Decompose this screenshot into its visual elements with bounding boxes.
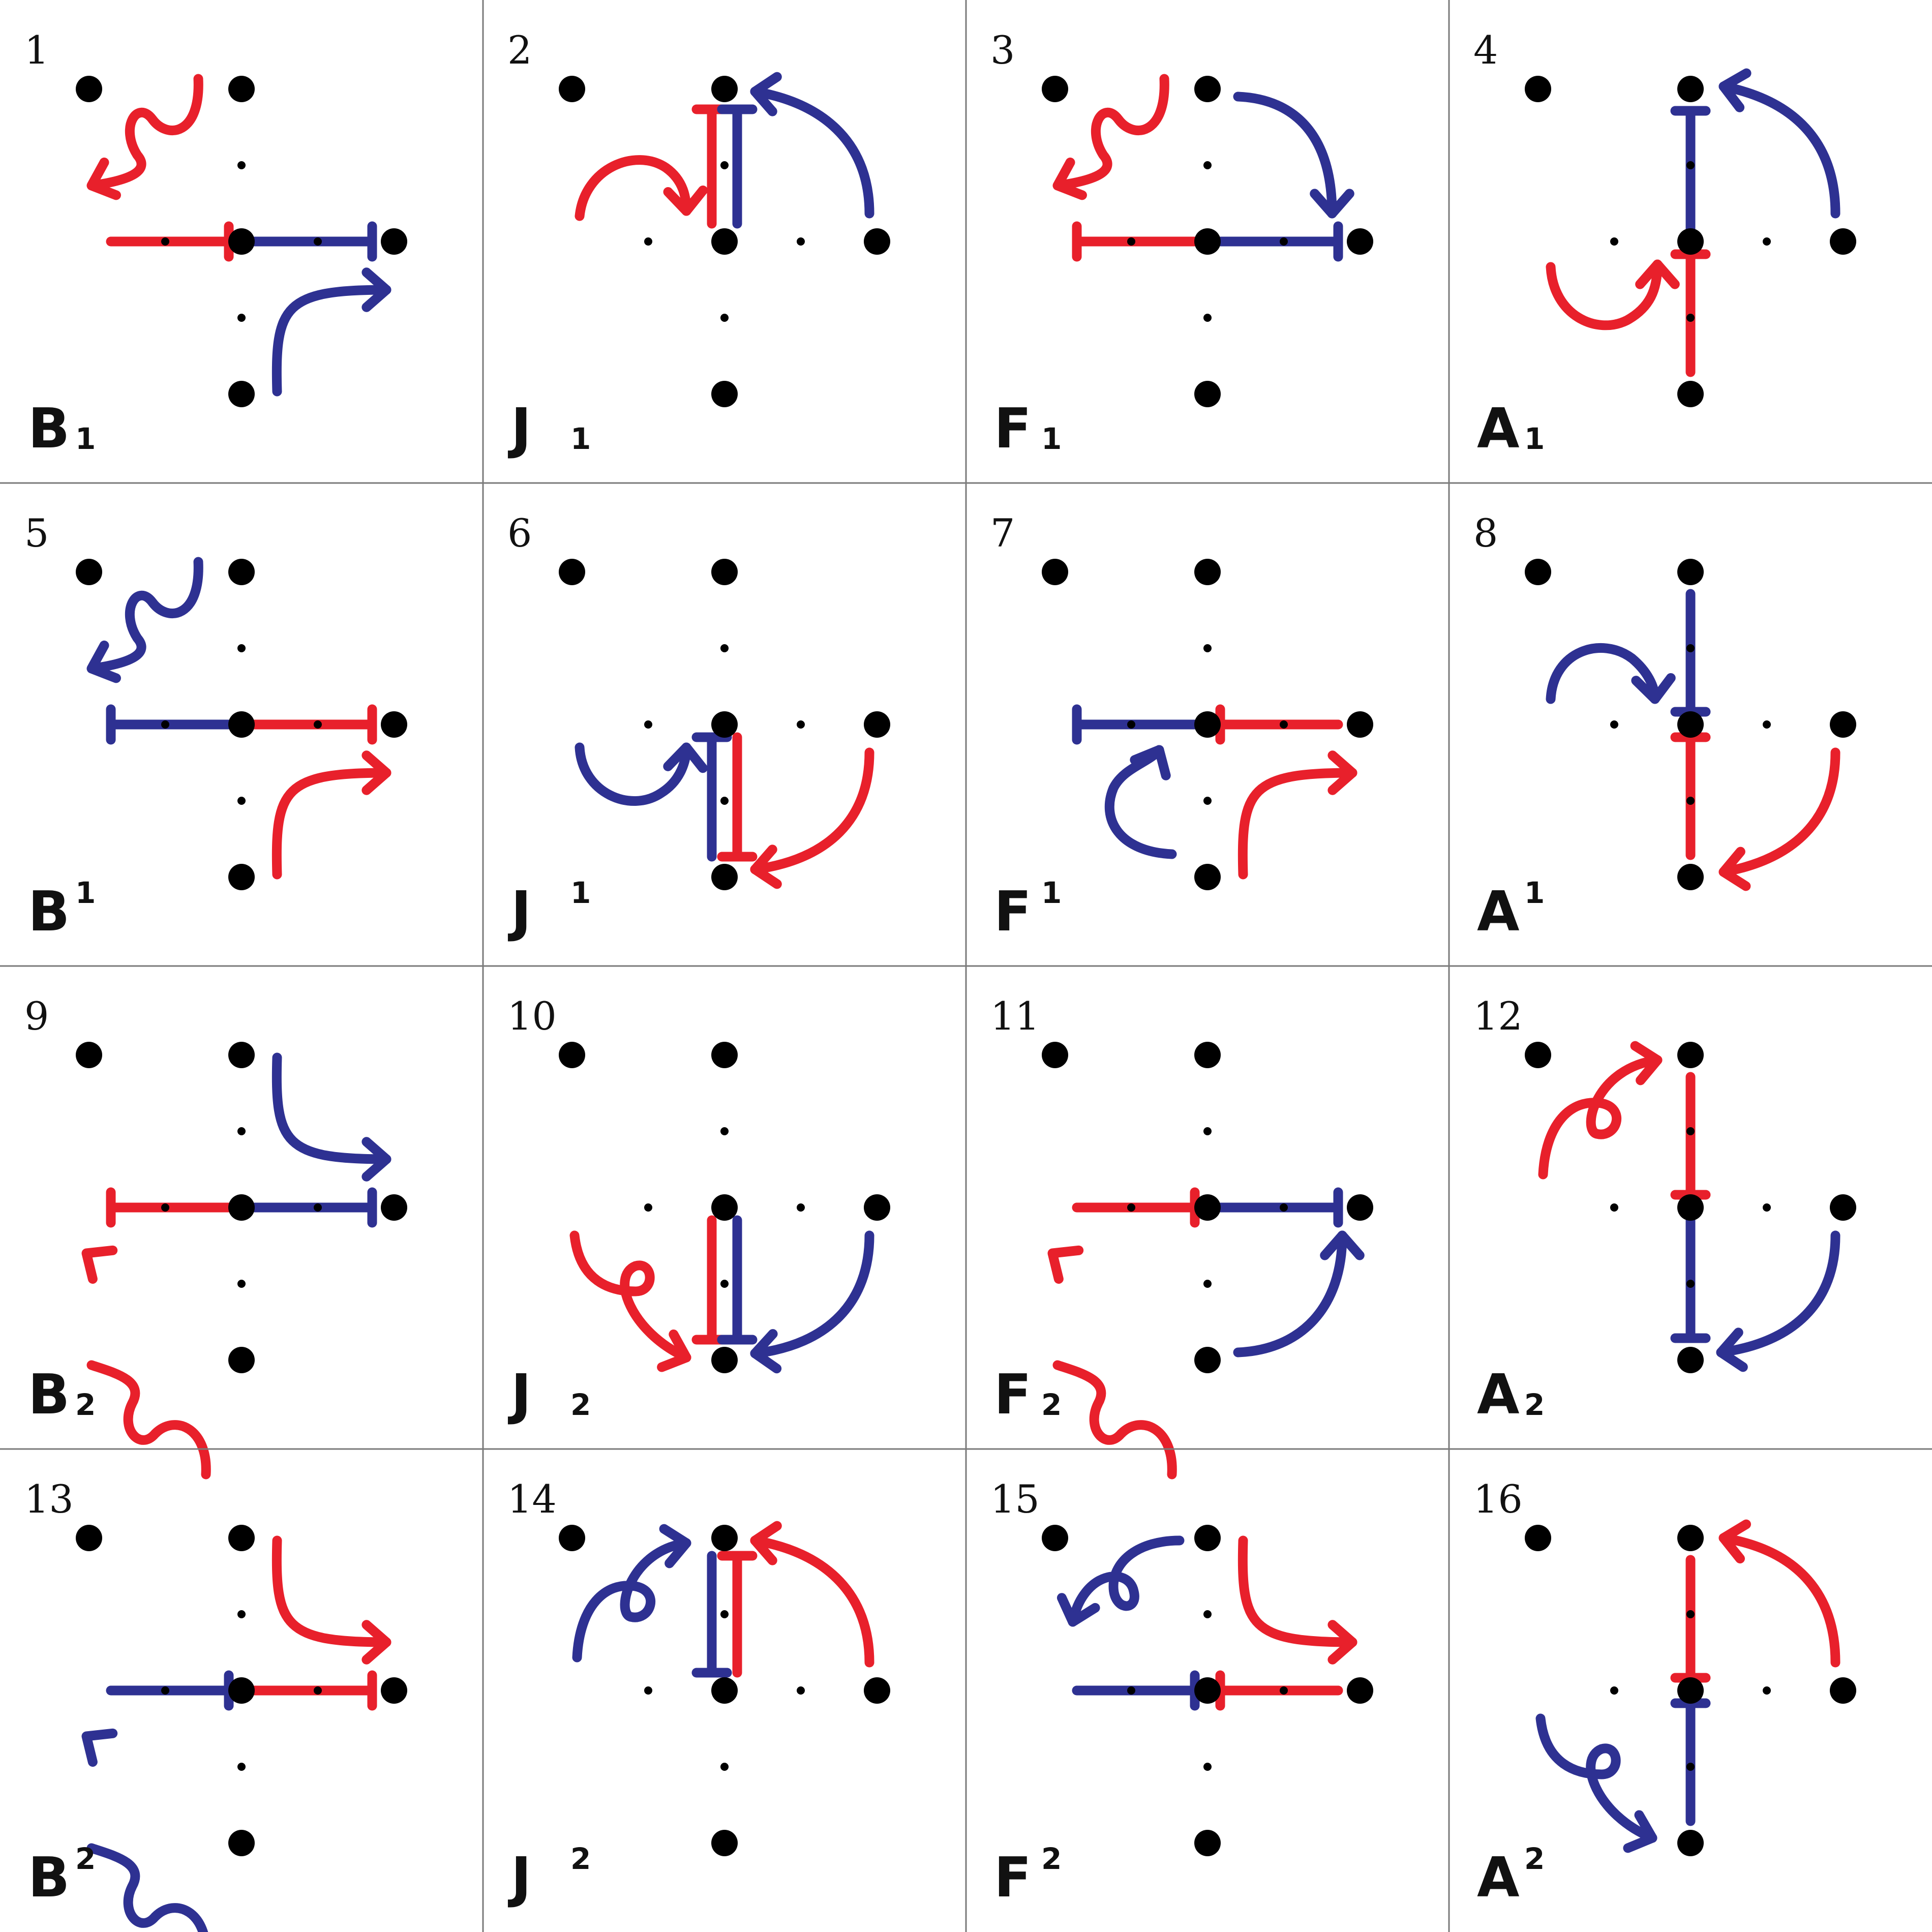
node-dots xyxy=(559,1042,890,1373)
glyph-superscript: 1 xyxy=(570,876,591,910)
panel-number: 8 xyxy=(1473,510,1498,556)
glyph-label: F xyxy=(994,1363,1032,1427)
glyph-subscript: 2 xyxy=(570,1387,591,1422)
panel-number: 13 xyxy=(24,1476,74,1522)
glyph-superscript: 2 xyxy=(1041,1842,1062,1876)
glyph-label: A xyxy=(1477,880,1520,944)
panel-number: 7 xyxy=(990,510,1015,556)
panel-number: 6 xyxy=(507,510,532,556)
glyph-subscript: 2 xyxy=(1524,1387,1545,1422)
glyph-superscript: 2 xyxy=(1524,1842,1545,1876)
glyph-label: J xyxy=(507,1846,531,1910)
panel-number: 14 xyxy=(507,1476,557,1522)
panel-number: 11 xyxy=(990,993,1040,1039)
glyph-label: B xyxy=(28,1363,70,1427)
glyph-label: B xyxy=(28,1846,70,1910)
panel-6: 6 J 1 xyxy=(507,510,890,944)
panel-2: 2 J 1 xyxy=(507,27,890,461)
node-dots xyxy=(559,76,890,407)
glyph-11-diagram xyxy=(1042,1042,1373,1480)
glyph-subscript: 2 xyxy=(75,1387,96,1422)
glyph-4-diagram xyxy=(1525,68,1856,407)
glyph-label: J xyxy=(507,397,531,461)
panel-number: 3 xyxy=(990,27,1015,73)
glyph-subscript: 2 xyxy=(1041,1387,1062,1422)
glyph-13-diagram xyxy=(76,1525,407,1932)
panel-1: 1B 1 xyxy=(24,27,407,461)
node-dots xyxy=(559,1525,890,1856)
panel-8: 8 A 1 xyxy=(1473,510,1856,944)
glyph-15-diagram xyxy=(1042,1525,1373,1856)
glyph-subscript: 1 xyxy=(1524,421,1545,456)
glyph-label: F xyxy=(994,880,1032,944)
glyph-label: B xyxy=(28,880,70,944)
glyph-6-diagram xyxy=(559,559,890,890)
panel-10: 10 J 2 xyxy=(507,993,890,1427)
glyph-label: J xyxy=(507,1363,531,1427)
glyph-2-diagram xyxy=(559,72,890,407)
glyph-9-diagram xyxy=(76,1042,407,1480)
glyph-label: A xyxy=(1477,397,1520,461)
glyph-3-diagram xyxy=(1042,74,1373,407)
glyph-8-diagram xyxy=(1525,559,1856,891)
glyph-label: J xyxy=(507,880,531,944)
panel-number: 2 xyxy=(507,27,532,73)
panel-number: 9 xyxy=(24,993,49,1039)
glyph-14-diagram xyxy=(559,1521,890,1856)
panel-number: 10 xyxy=(507,993,557,1039)
glyph-label: A xyxy=(1477,1363,1520,1427)
panel-number: 12 xyxy=(1473,993,1523,1039)
glyph-label: B xyxy=(28,397,70,461)
panel-5: 5 B 1 xyxy=(24,510,407,944)
glyph-subscript: 1 xyxy=(570,421,591,456)
panel-9: 9 B 2 xyxy=(24,993,407,1480)
panel-15: 15 F 2 xyxy=(990,1476,1373,1910)
glyph-superscript: 1 xyxy=(75,876,96,910)
node-dots xyxy=(559,559,890,890)
panel-7: 7 F 1 xyxy=(990,510,1373,944)
glyph-12-diagram xyxy=(1525,1041,1856,1373)
glyph-7-diagram xyxy=(1042,559,1373,890)
glyph-superscript: 1 xyxy=(1524,876,1545,910)
glyph-superscript: 2 xyxy=(570,1842,591,1876)
glyph-superscript: 1 xyxy=(1041,876,1062,910)
glyph-5-diagram xyxy=(76,557,407,890)
panel-12: 12 A 2 xyxy=(1473,993,1856,1427)
glyph-subscript: 1 xyxy=(75,421,96,456)
glyph-10-diagram xyxy=(559,1042,890,1374)
panel-number: 5 xyxy=(24,510,49,556)
glyph-1-diagram xyxy=(76,74,407,407)
panel-3: 3 F 1 xyxy=(990,27,1373,461)
panel-4: 4 A 1 xyxy=(1473,27,1856,461)
glyph-label: F xyxy=(994,1846,1032,1910)
panel-16: 16 A 2 xyxy=(1473,1476,1856,1910)
glyph-16-diagram xyxy=(1525,1519,1856,1856)
panel-number: 16 xyxy=(1473,1476,1523,1522)
panel-number: 4 xyxy=(1473,27,1498,73)
panel-number: 15 xyxy=(990,1476,1040,1522)
panel-13: 13 B 2 xyxy=(24,1476,407,1932)
panel-number: 1 xyxy=(24,27,49,73)
panel-11: 11 F 2 xyxy=(990,993,1373,1480)
glyph-subscript: 1 xyxy=(1041,421,1062,456)
glyph-superscript: 2 xyxy=(75,1842,96,1876)
glyph-label: F xyxy=(994,397,1032,461)
glyph-label: A xyxy=(1477,1846,1520,1910)
panel-14: 14 J 2 xyxy=(507,1476,890,1910)
